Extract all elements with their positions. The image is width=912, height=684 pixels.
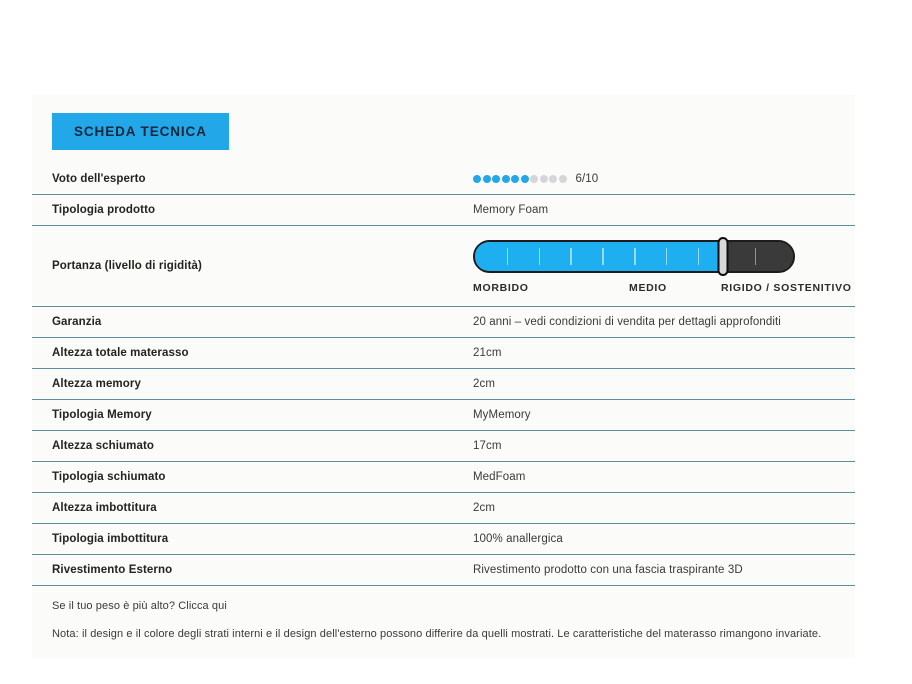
firmness-slider-track [475, 241, 793, 271]
row-value: 20 anni – vedi condizioni di vendita per… [473, 315, 781, 328]
table-row: Tipologia Memory MyMemory [32, 399, 855, 430]
rating-dot [558, 174, 567, 183]
row-label-firmness: Portanza (livello di rigidità) [52, 259, 202, 272]
rating-dots [473, 174, 567, 183]
weight-link[interactable]: Se il tuo peso è più alto? Clicca qui [52, 599, 227, 612]
spec-sheet-panel: SCHEDA TECNICA Voto dell'esperto [32, 95, 855, 658]
row-value: 100% anallergica [473, 532, 563, 545]
row-value: 17cm [473, 439, 502, 452]
table-row-rating: Voto dell'esperto [32, 164, 855, 195]
table-row: Altezza memory 2cm [32, 368, 855, 399]
rating-dot [520, 174, 529, 183]
disclaimer-note: Nota: il design e il colore degli strati… [52, 627, 822, 640]
row-label: Tipologia Memory [52, 408, 152, 421]
scale-label-firm: RIGIDO / SOSTENITIVO [721, 281, 852, 294]
row-value: 2cm [473, 377, 496, 390]
slider-tick [570, 247, 572, 265]
rating-score-text: 6/10 [575, 172, 599, 185]
row-label: Altezza schiumato [52, 439, 155, 452]
row-label: Altezza imbottitura [52, 501, 157, 514]
row-label: Rivestimento Esterno [52, 563, 173, 576]
table-row-product-type: Tipologia prodotto Memory Foam [32, 194, 855, 225]
row-value: Rivestimento prodotto con una fascia tra… [473, 563, 743, 576]
slider-tick [697, 247, 700, 265]
row-label: Tipologia imbottitura [52, 532, 169, 545]
firmness-slider-handle[interactable] [717, 236, 729, 276]
slider-tick [506, 247, 509, 265]
row-value: 2cm [473, 501, 496, 514]
table-row: Altezza schiumato 17cm [32, 430, 855, 461]
firmness-scale-labels: MORBIDO MEDIO RIGIDO / SOSTENITIVO [473, 282, 855, 296]
row-label-rating: Voto dell'esperto [52, 172, 146, 185]
expert-rating: 6/10 [473, 173, 855, 185]
table-row-firmness: Portanza (livello di rigidità) [32, 225, 855, 306]
table-row: Garanzia 20 anni – vedi condizioni di ve… [32, 306, 855, 337]
row-value: MyMemory [473, 408, 531, 421]
slider-tick [538, 247, 541, 265]
slider-tick [634, 247, 636, 265]
table-row: Altezza totale materasso 21cm [32, 337, 855, 368]
spec-table-body: Voto dell'esperto [32, 164, 855, 585]
row-value: MedFoam [473, 470, 526, 483]
row-value-firmness: MORBIDO MEDIO RIGIDO / SOSTENITIVO [451, 225, 855, 306]
row-label: Garanzia [52, 315, 102, 328]
rating-dot [501, 174, 510, 183]
table-row: Tipologia schiumato MedFoam [32, 461, 855, 492]
rating-dot [511, 174, 519, 183]
table-row: Tipologia imbottitura 100% anallergica [32, 523, 855, 554]
row-value-rating: 6/10 [451, 164, 855, 195]
firmness-slider-ticks [475, 242, 793, 271]
slider-tick [602, 247, 604, 265]
row-label: Tipologia schiumato [52, 470, 166, 483]
spec-table: Voto dell'esperto [32, 164, 855, 585]
row-label-product-type: Tipologia prodotto [52, 203, 156, 216]
rating-dot [482, 174, 491, 183]
table-row: Altezza imbottitura 2cm [32, 492, 855, 523]
rating-dot [473, 174, 481, 183]
rating-dot [539, 174, 548, 183]
table-row: Rivestimento Esterno Rivestimento prodot… [32, 554, 855, 585]
row-label: Altezza memory [52, 377, 141, 390]
table-bottom-rule [32, 584, 855, 586]
row-label: Altezza totale materasso [52, 346, 189, 359]
scheda-tecnica-badge: SCHEDA TECNICA [52, 113, 229, 150]
scale-label-soft: MORBIDO [473, 281, 529, 294]
rating-dot [530, 174, 538, 183]
row-value-product-type: Memory Foam [473, 203, 549, 216]
scale-label-medium: MEDIO [629, 281, 667, 294]
firmness-slider-fill [475, 241, 724, 271]
rating-dot [492, 174, 500, 183]
firmness-slider[interactable] [473, 236, 795, 276]
rating-dot [549, 174, 557, 183]
row-value: 21cm [473, 346, 502, 359]
slider-tick [665, 247, 668, 265]
panel-footer: Se il tuo peso è più alto? Clicca qui No… [32, 586, 855, 658]
slider-tick [754, 247, 757, 265]
panel-header: SCHEDA TECNICA [32, 95, 855, 164]
